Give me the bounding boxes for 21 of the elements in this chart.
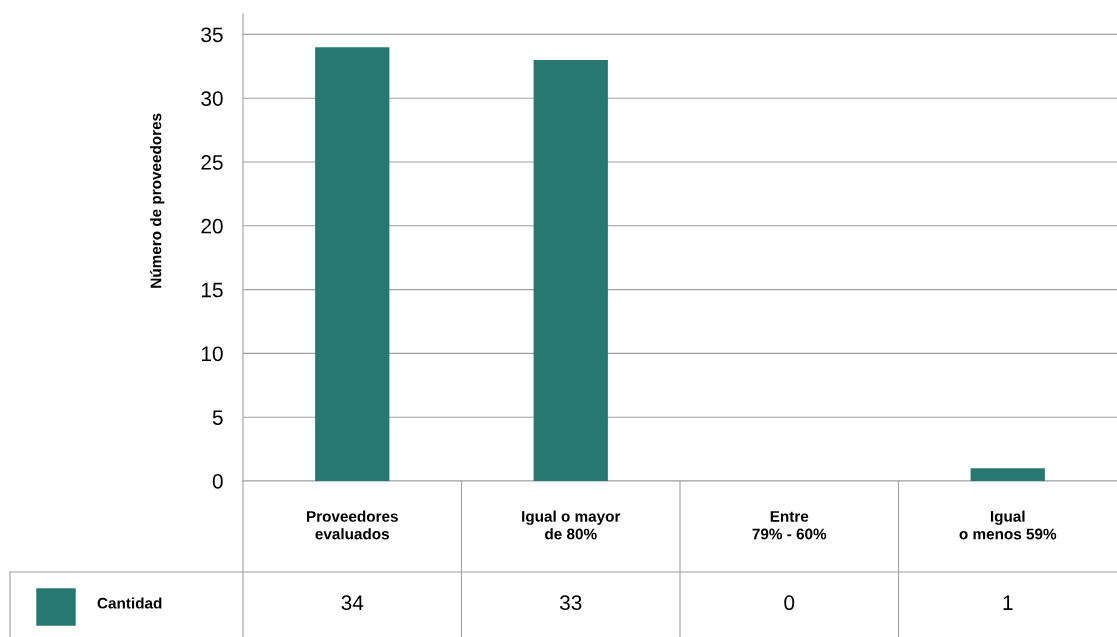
bar <box>970 468 1045 481</box>
y-tick-label: 25 <box>201 155 223 170</box>
y-tick-label: 5 <box>212 410 223 425</box>
y-axis-title: Número de proveedores <box>149 113 165 288</box>
data-label: 33 <box>559 595 582 611</box>
y-tick-label: 10 <box>201 346 223 362</box>
y-tick-label: 15 <box>201 282 223 298</box>
data-label: 34 <box>341 595 364 611</box>
x-tick-label: Igual o menos 59% <box>959 510 1057 540</box>
data-label: 1 <box>1003 595 1013 610</box>
x-tick-label: Proveedores evaluados <box>306 510 398 540</box>
data-label: 0 <box>784 595 795 611</box>
x-tick-label: Igual o mayor de 80% <box>522 510 621 540</box>
legend-label: Cantidad <box>97 597 162 609</box>
y-tick-label: 20 <box>201 218 223 234</box>
x-tick-label: Entre 79% - 60% <box>752 511 827 540</box>
y-tick-label: 30 <box>201 91 223 106</box>
bar <box>533 59 608 481</box>
y-tick-label: 0 <box>212 474 223 489</box>
bar <box>315 47 390 481</box>
y-tick-label: 35 <box>201 27 223 43</box>
